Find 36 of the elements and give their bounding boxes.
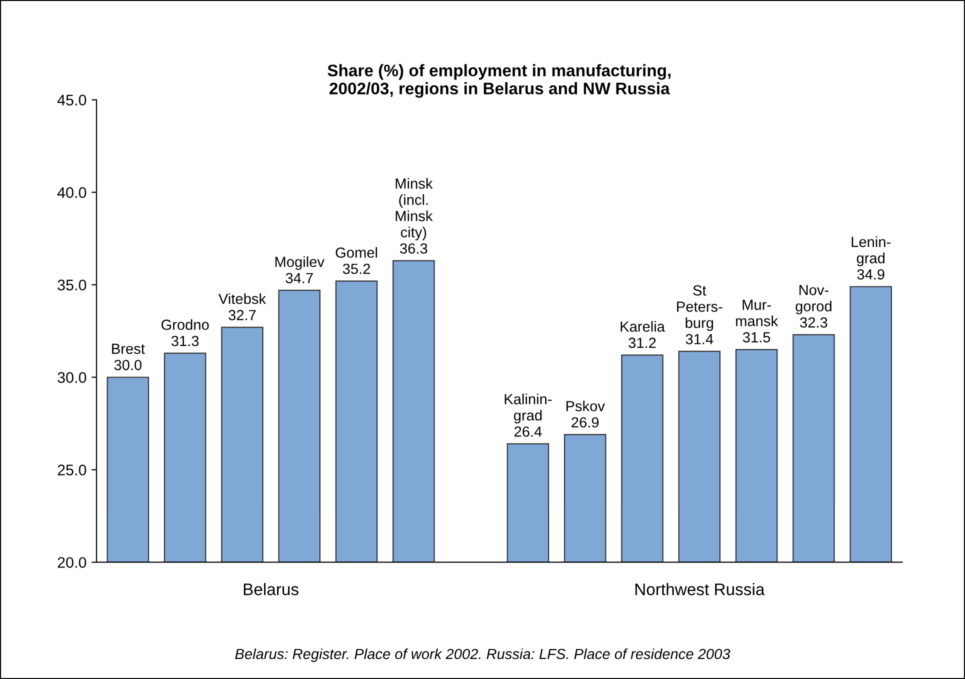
- y-tick-label: 35.0: [58, 280, 86, 290]
- x-tick-label: Vitebsk: [218, 293, 266, 304]
- data-label: 31.2: [628, 338, 656, 348]
- x-tick-label: Minsk (incl. Minsk city): [396, 178, 433, 240]
- y-tick-label: 30.0: [58, 372, 86, 383]
- y-tick-label: 20.0: [58, 557, 86, 568]
- chart-title: Share (%) of employment in manufacturing, 2002/03, regions in Belarus and NW Russia: [328, 64, 671, 98]
- x-tick-label: St Peters- burg: [677, 285, 722, 331]
- text: Belarus: [244, 583, 298, 596]
- x-tick-label: Lenin- grad: [852, 236, 890, 266]
- x-tick-label: Gomel: [336, 247, 378, 258]
- data-label: 26.9: [572, 417, 599, 428]
- data-label: 31.4: [686, 334, 714, 344]
- y-tick-label: 40.0: [57, 187, 86, 198]
- y-tick-label: 25.0: [58, 464, 86, 476]
- text: Northwest Russia: [635, 583, 765, 596]
- x-tick-label: Mogilev: [275, 256, 324, 270]
- y-tick-label: 45.0: [57, 94, 86, 106]
- data-label: 34.7: [286, 272, 313, 284]
- x-tick-label: Mur- mansk: [736, 300, 778, 326]
- data-label: 31.3: [171, 336, 199, 346]
- x-tick-label: Nov- gorod: [796, 285, 832, 314]
- x-tick-label: Grodno: [161, 319, 209, 330]
- data-label: 30.0: [114, 360, 142, 370]
- x-tick-label: Karelia: [620, 321, 665, 332]
- x-tick-label: Brest: [112, 344, 145, 354]
- data-label: 35.2: [342, 264, 370, 274]
- text: Belarus: Register. Place of work 2002. Russia: LFS. Place of residence 2003: [235, 648, 730, 662]
- x-tick-label: Pskov: [566, 400, 605, 412]
- data-label: 34.9: [857, 269, 884, 280]
- data-label: 26.4: [514, 426, 542, 437]
- x-tick-label: Kalinin- grad: [504, 394, 552, 424]
- data-label: 32.7: [228, 310, 256, 320]
- data-label: 31.5: [742, 332, 770, 342]
- data-label: 32.3: [800, 317, 828, 328]
- data-label: 36.3: [400, 243, 428, 254]
